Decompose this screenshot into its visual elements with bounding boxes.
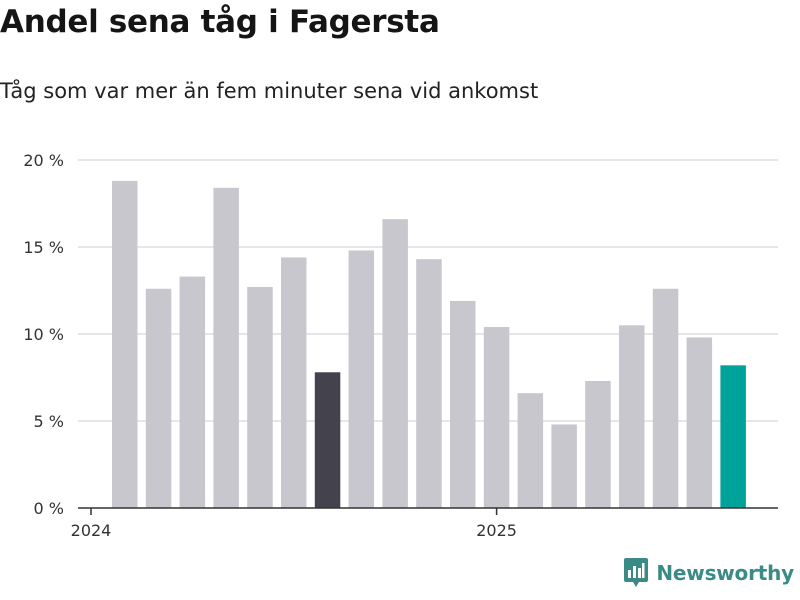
bar [213, 187, 239, 508]
bar [619, 325, 645, 508]
bar [382, 219, 408, 508]
bar [314, 372, 341, 508]
bar [585, 380, 611, 508]
bar [247, 287, 273, 508]
bar [179, 276, 206, 508]
bar [416, 259, 442, 508]
bar [652, 288, 679, 508]
bar [551, 424, 577, 508]
bar [348, 250, 375, 509]
bar [145, 288, 172, 508]
chart-title: Andel sena tåg i Fagersta [0, 4, 440, 40]
x-tick-label: 2024 [71, 521, 112, 540]
chart-subtitle: Tåg som var mer än fem minuter sena vid … [0, 79, 539, 103]
y-tick-label: 10 % [23, 325, 64, 344]
bar [450, 300, 476, 508]
y-tick-label: 15 % [23, 238, 64, 257]
x-tick-label: 2025 [476, 521, 517, 540]
bar [281, 257, 307, 508]
y-tick-label: 20 % [23, 151, 64, 170]
bar [517, 393, 544, 508]
logo-text: Newsworthy [656, 560, 794, 585]
bar [686, 337, 713, 508]
bar [483, 327, 510, 508]
bar [112, 180, 138, 508]
bar-chart-speech-bubble-icon [624, 558, 649, 587]
y-tick-label: 0 % [34, 499, 64, 518]
y-tick-label: 5 % [34, 412, 64, 431]
bar [720, 365, 746, 508]
newsworthy-logo: Newsworthy [624, 558, 794, 587]
